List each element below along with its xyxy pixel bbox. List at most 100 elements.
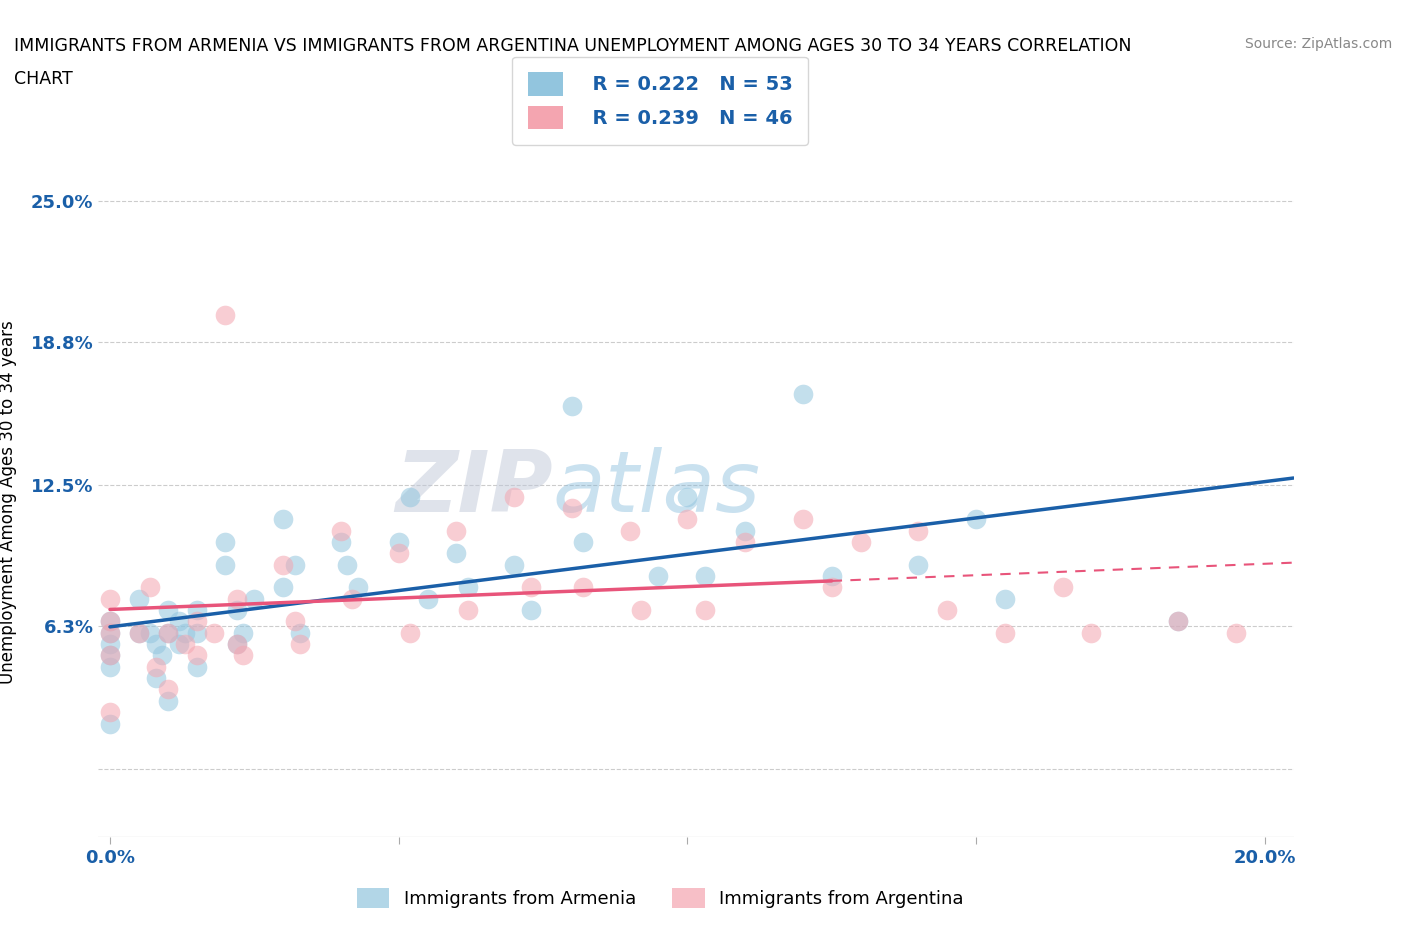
Point [676,512,699,526]
Point [994,625,1017,640]
Point [98,648,121,663]
Point [1052,580,1074,595]
Point [145,671,167,685]
Point [399,489,422,504]
Point [271,580,294,595]
Point [457,580,479,595]
Point [156,694,179,709]
Point [98,705,121,720]
Point [226,637,249,652]
Point [1167,614,1189,629]
Point [156,625,179,640]
Point [561,398,583,413]
Point [416,591,439,606]
Point [619,524,641,538]
Point [284,557,307,572]
Point [128,591,150,606]
Point [572,535,595,550]
Point [174,625,197,640]
Legend: Immigrants from Armenia, Immigrants from Argentina: Immigrants from Armenia, Immigrants from… [350,881,970,915]
Point [849,535,872,550]
Point [572,580,595,595]
Point [271,512,294,526]
Point [128,625,150,640]
Point [98,648,121,663]
Point [693,603,716,618]
Point [520,603,543,618]
Point [98,637,121,652]
Point [399,625,422,640]
Point [226,591,249,606]
Text: IMMIGRANTS FROM ARMENIA VS IMMIGRANTS FROM ARGENTINA UNEMPLOYMENT AMONG AGES 30 : IMMIGRANTS FROM ARMENIA VS IMMIGRANTS FR… [14,37,1132,55]
Point [232,648,254,663]
Point [446,524,468,538]
Point [446,546,468,561]
Point [647,568,669,583]
Point [630,603,652,618]
Point [676,489,699,504]
Point [792,387,814,402]
Point [214,535,236,550]
Point [202,625,225,640]
Point [226,637,249,652]
Point [503,489,526,504]
Point [388,546,411,561]
Text: atlas: atlas [553,447,761,530]
Point [186,614,208,629]
Point [98,614,121,629]
Point [98,659,121,674]
Point [734,535,756,550]
Point [167,637,190,652]
Point [271,557,294,572]
Point [503,557,526,572]
Point [820,568,842,583]
Point [186,648,208,663]
Point [167,614,190,629]
Point [520,580,543,595]
Point [1080,625,1102,640]
Point [156,682,179,697]
Point [243,591,266,606]
Point [186,625,208,640]
Point [1167,614,1189,629]
Point [329,535,352,550]
Point [232,625,254,640]
Point [214,557,236,572]
Text: CHART: CHART [14,70,73,87]
Point [336,557,359,572]
Point [792,512,814,526]
Point [150,648,173,663]
Point [907,557,929,572]
Point [907,524,929,538]
Point [820,580,842,595]
Text: ZIP: ZIP [395,447,553,530]
Point [186,603,208,618]
Point [98,625,121,640]
Point [139,625,162,640]
Point [226,603,249,618]
Point [290,625,312,640]
Point [561,500,583,515]
Point [214,308,236,323]
Point [965,512,987,526]
Point [347,580,370,595]
Y-axis label: Unemployment Among Ages 30 to 34 years: Unemployment Among Ages 30 to 34 years [0,320,17,684]
Point [342,591,364,606]
Point [1225,625,1247,640]
Point [284,614,307,629]
Point [457,603,479,618]
Point [139,580,162,595]
Point [128,625,150,640]
Point [156,603,179,618]
Point [98,591,121,606]
Point [174,637,197,652]
Point [290,637,312,652]
Point [98,625,121,640]
Point [145,659,167,674]
Text: Source: ZipAtlas.com: Source: ZipAtlas.com [1244,37,1392,51]
Point [734,524,756,538]
Point [936,603,959,618]
Point [156,625,179,640]
Point [994,591,1017,606]
Point [186,659,208,674]
